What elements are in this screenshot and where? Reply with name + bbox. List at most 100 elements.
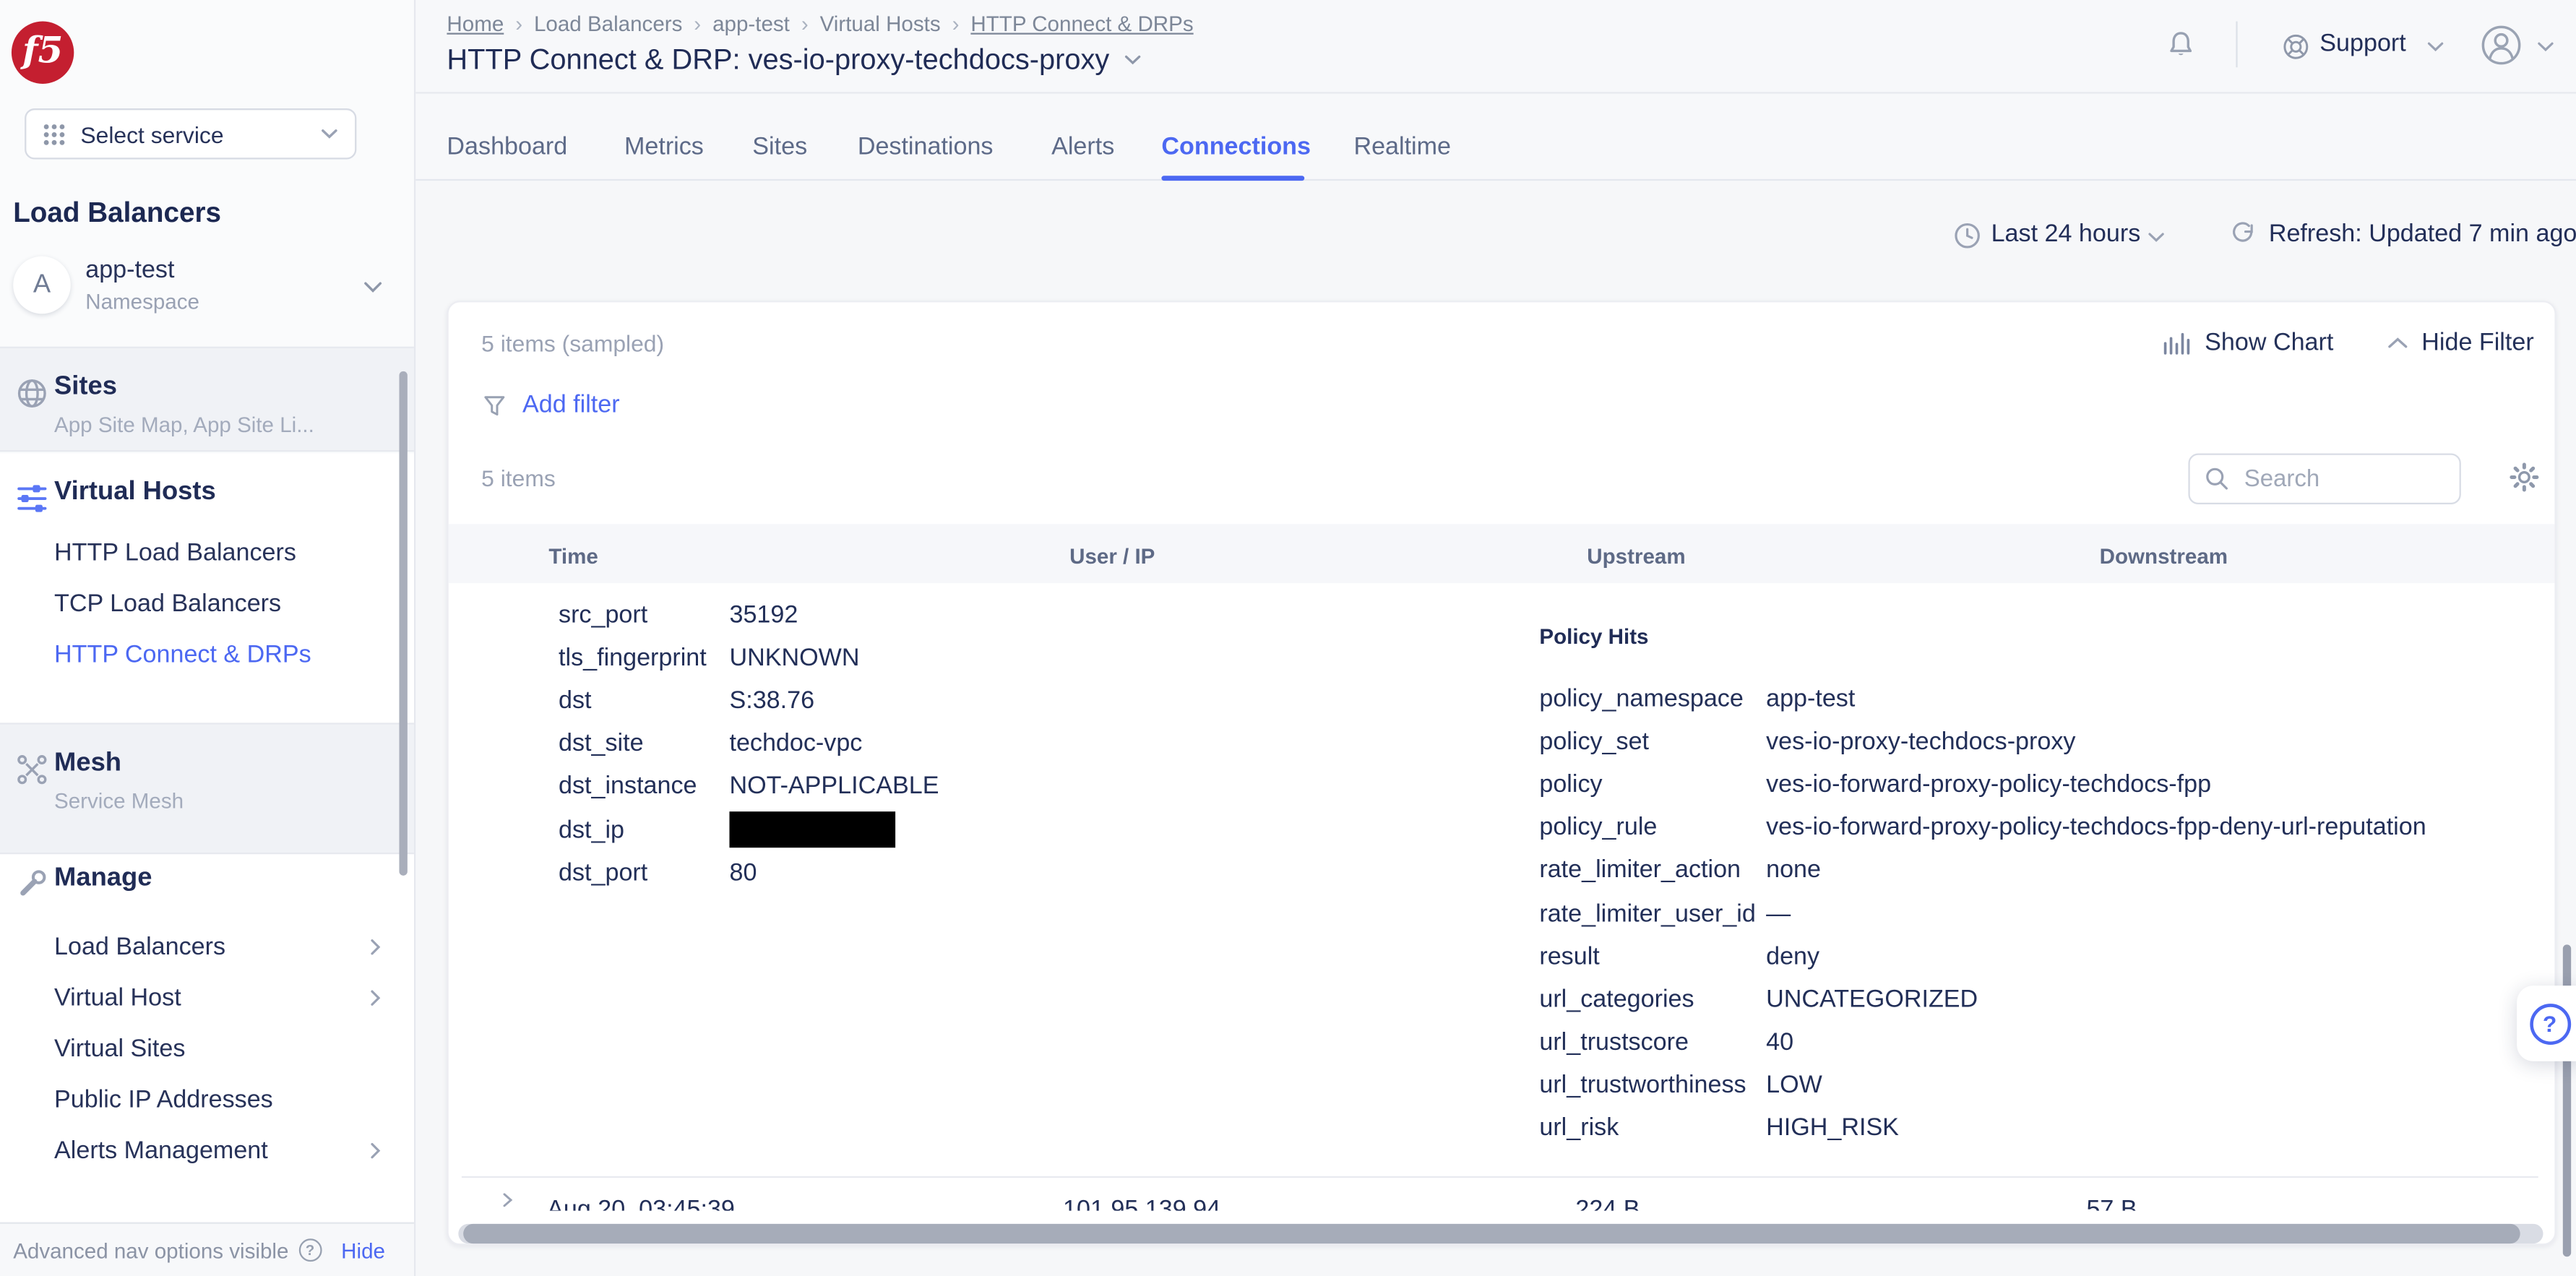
show-chart-button[interactable]: Show Chart [2162, 329, 2333, 357]
sidebar-item-virtual-sites[interactable]: Virtual Sites [54, 1028, 381, 1068]
tab-connections[interactable]: Connections [1161, 133, 1311, 161]
hide-link[interactable]: Hide [341, 1238, 385, 1263]
field-value: 80 [729, 858, 757, 887]
row-expander-chevron-icon[interactable] [503, 1193, 513, 1207]
connections-panel: 5 items (sampled) Show Chart Hide Filter… [447, 301, 2556, 1246]
sidebar-section-virtual-hosts: Virtual Hosts HTTP Load Balancers TCP Lo… [0, 453, 414, 723]
field-value: app-test [1766, 684, 1856, 712]
help-floating-button[interactable]: ? [2517, 986, 2576, 1061]
notifications-bell-icon[interactable] [2166, 30, 2197, 61]
sidebar-item-http-load-balancers[interactable]: HTTP Load Balancers [54, 533, 381, 572]
support-menu[interactable]: Support [2319, 29, 2406, 58]
chevron-down-icon[interactable] [2148, 232, 2166, 243]
hide-filter-button[interactable]: Hide Filter [2387, 328, 2534, 357]
next-table-row-clipped[interactable]: Aug 20, 03:45:39 101.95.139.94 224 B 57 … [449, 1193, 2532, 1211]
field-row: dst_port 80 [559, 851, 1446, 895]
time-range-dropdown[interactable]: Last 24 hours [1991, 220, 2141, 249]
column-header-time: Time [548, 543, 598, 569]
field-value: 40 [1766, 1028, 1794, 1057]
field-row: tls_fingerprint UNKNOWN [559, 636, 1446, 679]
nav-item-label: Public IP Addresses [54, 1085, 273, 1113]
breadcrumb-virtual-hosts[interactable]: Virtual Hosts [819, 11, 941, 37]
namespace-selector[interactable]: A app-test Namespace [13, 250, 402, 329]
horizontal-scrollbar-track[interactable] [458, 1223, 2543, 1244]
field-key: url_risk [1539, 1114, 1619, 1143]
nav-item-label: Virtual Host [54, 983, 181, 1012]
globe-icon [14, 376, 49, 411]
virtual-hosts-label[interactable]: Virtual Hosts [54, 478, 216, 506]
field-row: rate_limiter_action none [1539, 849, 2535, 892]
breadcrumb-separator: › [952, 11, 960, 37]
refresh-icon[interactable] [2229, 220, 2257, 249]
sidebar-item-mesh[interactable]: Mesh Service Mesh [0, 723, 414, 855]
field-value: 35192 [729, 600, 798, 629]
refresh-status[interactable]: Refresh: Updated 7 min ago [2268, 220, 2576, 249]
breadcrumb-load-balancers[interactable]: Load Balancers [533, 11, 683, 37]
cell-time: Aug 20, 03:45:39 [547, 1196, 735, 1211]
sidebar-item-load-balancers[interactable]: Load Balancers [54, 926, 381, 966]
page-scrollbar-thumb[interactable] [2562, 944, 2572, 1257]
field-row: url_trustscore 40 [1539, 1021, 2535, 1064]
chevron-down-icon[interactable] [2426, 41, 2444, 53]
column-header-downstream: Downstream [2099, 543, 2228, 569]
chevron-down-icon[interactable] [2536, 41, 2554, 53]
field-value: none [1766, 856, 1821, 884]
wrench-icon [14, 867, 49, 902]
virtual-hosts-icon [14, 481, 49, 516]
field-value: ves-io-forward-proxy-policy-techdocs-fpp [1766, 770, 2212, 798]
breadcrumb-separator: › [515, 11, 523, 37]
active-tab-underline [1161, 175, 1305, 181]
field-key: url_trustscore [1539, 1028, 1689, 1057]
tab-alerts[interactable]: Alerts [1051, 133, 1115, 161]
gear-icon[interactable] [2509, 462, 2540, 493]
column-header-user-ip: User / IP [1069, 543, 1155, 569]
sidebar-item-sites[interactable]: Sites App Site Map, App Site Li... [0, 346, 414, 452]
breadcrumb-http-connect-drps[interactable]: HTTP Connect & DRPs [970, 11, 1194, 37]
chevron-right-icon [370, 988, 382, 1006]
field-key: dst_port [559, 858, 648, 887]
field-row: policy ves-io-forward-proxy-policy-techdo… [1539, 763, 2535, 806]
sidebar-item-http-connect-drps[interactable]: HTTP Connect & DRPs [54, 634, 381, 674]
sidebar-item-virtual-host[interactable]: Virtual Host [54, 978, 381, 1017]
field-value: ves-io-forward-proxy-policy-techdocs-fpp… [1766, 813, 2426, 842]
breadcrumb-app-test[interactable]: app-test [712, 11, 790, 37]
select-service-label: Select service [80, 121, 224, 147]
sidebar-item-alerts-management[interactable]: Alerts Management [54, 1130, 381, 1170]
field-row: rate_limiter_user_id — [1539, 892, 2535, 935]
field-row: result deny [1539, 935, 2535, 978]
sidebar-section-manage: Manage Load Balancers Virtual Host Virtu… [0, 854, 414, 1223]
sites-label: Sites [54, 373, 117, 401]
chevron-down-icon [320, 128, 338, 139]
field-row: dst_site techdoc-vpc [559, 722, 1446, 765]
manage-label[interactable]: Manage [54, 863, 152, 892]
field-key: policy_rule [1539, 813, 1658, 842]
tab-dashboard[interactable]: Dashboard [447, 133, 568, 161]
f5-logo[interactable]: f5 [11, 21, 74, 84]
header-divider [2236, 21, 2238, 68]
add-filter-button[interactable]: Add filter [481, 391, 620, 419]
chevron-down-icon[interactable] [1124, 54, 1142, 66]
tab-realtime[interactable]: Realtime [1353, 133, 1452, 161]
breadcrumb-home[interactable]: Home [447, 11, 504, 37]
tab-destinations[interactable]: Destinations [857, 133, 994, 161]
sidebar-item-tcp-load-balancers[interactable]: TCP Load Balancers [54, 583, 381, 623]
items-count: 5 items [481, 465, 556, 491]
bar-chart-icon [2162, 329, 2192, 357]
field-value: deny [1766, 942, 1820, 971]
page-title-row: HTTP Connect & DRP: ves-io-proxy-techdoc… [447, 43, 1142, 77]
sidebar-scrollbar[interactable] [399, 371, 408, 876]
field-key: rate_limiter_action [1539, 856, 1741, 884]
field-row: dst S:38.76 [559, 679, 1446, 723]
user-avatar-icon[interactable] [2481, 25, 2522, 66]
hide-filter-label: Hide Filter [2421, 328, 2534, 357]
select-service-dropdown[interactable]: Select service [25, 108, 357, 160]
sidebar-item-public-ip-addresses[interactable]: Public IP Addresses [54, 1079, 381, 1119]
tab-sites[interactable]: Sites [752, 133, 808, 161]
search-input[interactable] [2241, 464, 2445, 494]
cell-user-ip: 101.95.139.94 [1063, 1196, 1221, 1211]
field-key: tls_fingerprint [559, 643, 707, 672]
help-circle-icon[interactable]: ? [298, 1238, 322, 1262]
tab-metrics[interactable]: Metrics [624, 133, 704, 161]
tabs-bar: Dashboard Metrics Sites Destinations Ale… [415, 93, 2576, 181]
horizontal-scrollbar-thumb[interactable] [463, 1223, 2520, 1244]
